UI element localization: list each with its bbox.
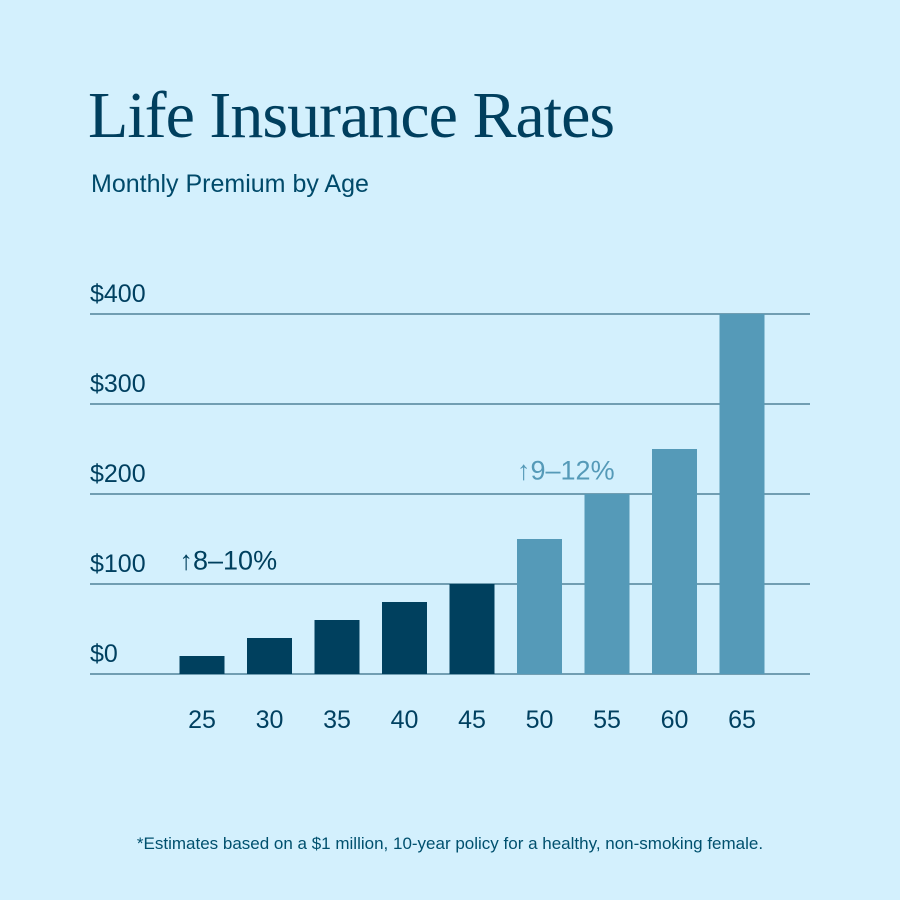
y-tick-label: $100 [90, 550, 146, 578]
labels: $0 $100 $200 $300 $400 25 30 35 40 45 50 55 60 65 ↑8–1… [90, 280, 756, 734]
bar-age-40 [382, 602, 427, 674]
y-tick-label: $200 [90, 460, 146, 488]
bar-age-55 [584, 494, 630, 674]
y-tick-label: $400 [90, 280, 146, 308]
bar-age-25 [179, 656, 225, 674]
x-tick-label: 25 [188, 706, 216, 734]
y-tick-label: $0 [90, 640, 118, 668]
growth-annotation: ↑8–10% [180, 546, 278, 576]
x-tick-label: 30 [256, 706, 284, 734]
x-tick-label: 60 [661, 706, 689, 734]
bar-age-65 [719, 314, 765, 674]
bar-age-60 [652, 449, 697, 674]
x-tick-label: 40 [391, 706, 419, 734]
x-tick-label: 55 [593, 706, 621, 734]
x-tick-label: 35 [323, 706, 351, 734]
y-tick-label: $300 [90, 370, 146, 398]
bars [179, 314, 765, 674]
bar-age-35 [314, 620, 360, 674]
bar-age-50 [517, 539, 562, 674]
x-tick-label: 50 [526, 706, 554, 734]
bar-age-30 [247, 638, 292, 674]
bar-age-45 [449, 584, 495, 674]
chart-title: Life Insurance Rates [88, 79, 615, 152]
growth-annotation: ↑9–12% [517, 456, 615, 486]
x-tick-label: 65 [728, 706, 756, 734]
chart-subtitle: Monthly Premium by Age [91, 170, 369, 198]
x-tick-label: 45 [458, 706, 486, 734]
footnote: *Estimates based on a $1 million, 10-yea… [136, 834, 764, 853]
